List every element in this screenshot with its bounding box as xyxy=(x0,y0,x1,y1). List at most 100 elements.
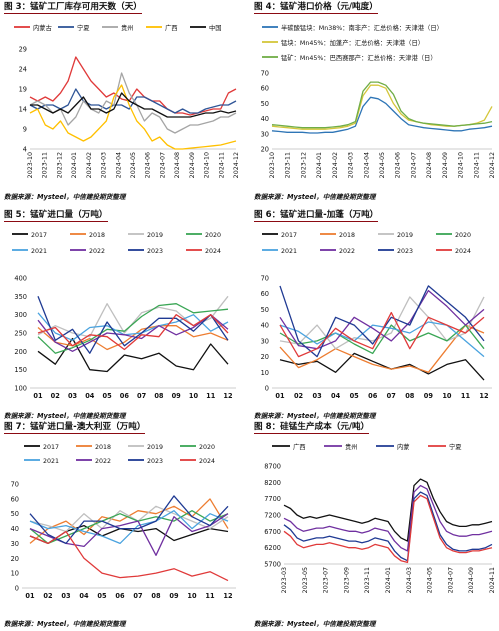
y-tick-label: 14 xyxy=(19,106,27,114)
legend-label: 宁夏 xyxy=(449,442,462,451)
x-tick-label: 09 xyxy=(424,392,434,400)
legend-label: 2023 xyxy=(147,458,163,465)
series-line xyxy=(283,494,493,564)
series-line xyxy=(37,312,229,341)
x-tick-label: 2024-11 xyxy=(489,567,496,593)
y-tick-label: 10 xyxy=(261,369,269,377)
chart-svg-4: 半碳酸锰块：Mn38%：南非产：汇总价格：天津港（日） 锰块：Mn45%：加蓬产：… xyxy=(261,23,496,178)
x-tick-label: 2024-12 xyxy=(489,152,496,178)
chart-panel-8: 图 8：硅锰生产成本（元/吨） 广西 贵州 内蒙 宁夏 8700 8200 7700 7200… xyxy=(250,420,499,631)
legend-label: 2020 xyxy=(205,232,221,239)
series-line xyxy=(271,81,493,129)
y-tick-label: 0 xyxy=(265,385,269,393)
series-line xyxy=(283,478,493,542)
x-tick-label: 07 xyxy=(133,592,143,600)
x-tick-label: 01 xyxy=(25,592,35,600)
series-line xyxy=(279,311,485,358)
legend-label: 2019 xyxy=(397,232,413,239)
chart-title: 图 4：锰矿港口价格（元/吨度） xyxy=(254,2,378,14)
x-tick-label: 2024-03 xyxy=(101,152,108,178)
legend-label: 锰矿：Mn45%：巴西赛那产：汇总价格：天津港（日） xyxy=(281,53,437,62)
x-tick-label: 10 xyxy=(442,392,452,400)
x-tick-label: 04 xyxy=(85,392,95,400)
legend-label: 2023 xyxy=(147,248,163,255)
x-tick-label: 08 xyxy=(405,392,415,400)
x-tick-label: 2024-07 xyxy=(447,567,454,593)
legend-label: 锰块：Mn45%：加蓬产：汇总价格：天津港（日） xyxy=(281,38,424,47)
legend-label: 2017 xyxy=(43,444,59,451)
x-tick-label: 01 xyxy=(33,392,43,400)
series-line xyxy=(37,295,229,338)
x-tick-label: 2024-03 xyxy=(406,567,413,593)
x-tick-label: 06 xyxy=(368,392,378,400)
x-tick-label: 04 xyxy=(79,592,89,600)
y-tick-label: 50 xyxy=(261,306,269,314)
legend-label: 2018 xyxy=(95,444,111,451)
x-tick-label: 2023-09 xyxy=(343,567,350,593)
legend-label: 2019 xyxy=(147,444,163,451)
x-tick-label: 2023-12 xyxy=(56,152,63,178)
y-tick-label: 300 xyxy=(14,311,27,319)
series-line xyxy=(279,352,485,381)
y-tick-label: 5700 xyxy=(264,561,281,569)
x-tick-label: 09 xyxy=(172,392,182,400)
y-tick-label: 4 xyxy=(23,146,27,154)
x-tick-label: 2024-05 xyxy=(427,567,434,593)
legend-label: 2020 xyxy=(455,232,471,239)
series-line xyxy=(29,510,229,545)
y-tick-label: 7200 xyxy=(264,512,281,520)
x-tick-label: 2024-10 xyxy=(204,152,211,178)
x-tick-label: 2024-08 xyxy=(174,152,181,178)
x-tick-label: 2024-09 xyxy=(189,152,196,178)
y-tick-label: 6700 xyxy=(264,528,281,536)
x-tick-label: 11 xyxy=(206,392,216,400)
x-tick-label: 2024-03 xyxy=(348,152,355,178)
x-tick-label: 04 xyxy=(331,392,341,400)
legend-label: 宁夏 xyxy=(77,23,90,32)
series-line xyxy=(37,325,229,351)
series-line xyxy=(283,491,493,562)
legend-label: 2022 xyxy=(339,248,355,255)
x-tick-label: 2024-01 xyxy=(316,152,323,178)
chart-svg-5: 2017 2018 2019 2020 2021 2022 2023 2024 400 350 30… xyxy=(12,232,236,400)
y-tick-label: 8200 xyxy=(264,479,281,487)
x-tick-label: 2024-11 xyxy=(473,152,480,178)
chart-panel-7: 图 7：锰矿进口量-澳大利亚（万吨） 2017 2018 2019 2020 2021 2… xyxy=(0,420,249,631)
series-line xyxy=(29,56,237,116)
x-tick-label: 2024-05 xyxy=(130,152,137,178)
legend-label: 2021 xyxy=(31,248,47,255)
x-tick-label: 2023-10 xyxy=(27,152,34,178)
chart-panel-5: 图 5：锰矿进口量（万吨） 2017 2018 2019 2020 2021 2022 20… xyxy=(0,208,249,420)
series-line xyxy=(37,303,229,354)
series-line xyxy=(30,92,237,118)
legend-label: 贵州 xyxy=(345,442,358,451)
series-line xyxy=(29,498,229,544)
x-tick-label: 02 xyxy=(51,392,61,400)
legend-label: 中国 xyxy=(209,23,222,32)
x-tick-label: 11 xyxy=(205,592,215,600)
x-tick-label: 2024-05 xyxy=(379,152,386,178)
series-line xyxy=(279,324,485,373)
y-tick-label: 40 xyxy=(261,322,269,330)
legend-label: 2018 xyxy=(339,232,355,239)
y-tick-label: 8700 xyxy=(264,463,281,471)
x-tick-label: 07 xyxy=(137,392,147,400)
y-tick-label: 10 xyxy=(11,570,19,578)
y-tick-label: 40 xyxy=(261,115,269,123)
legend-label: 广西 xyxy=(165,23,178,32)
y-tick-label: 30 xyxy=(261,337,269,345)
y-tick-label: 100 xyxy=(14,385,27,393)
series-line xyxy=(37,337,229,373)
chart-title: 图 8：硅锰生产成本（元/吨） xyxy=(254,422,370,434)
series-line xyxy=(29,495,229,545)
x-tick-label: 2024-02 xyxy=(332,152,339,178)
y-tick-label: 50 xyxy=(11,510,19,518)
x-tick-label: 2024-09 xyxy=(468,567,475,593)
x-tick-label: 2024-10 xyxy=(458,152,465,178)
series-line xyxy=(283,484,493,552)
x-tick-label: 09 xyxy=(169,592,179,600)
chart-source: 数据来源：Mysteel，中信建投期货整理 xyxy=(4,620,126,628)
x-tick-label: 02 xyxy=(43,592,53,600)
y-tick-label: 60 xyxy=(261,290,269,298)
